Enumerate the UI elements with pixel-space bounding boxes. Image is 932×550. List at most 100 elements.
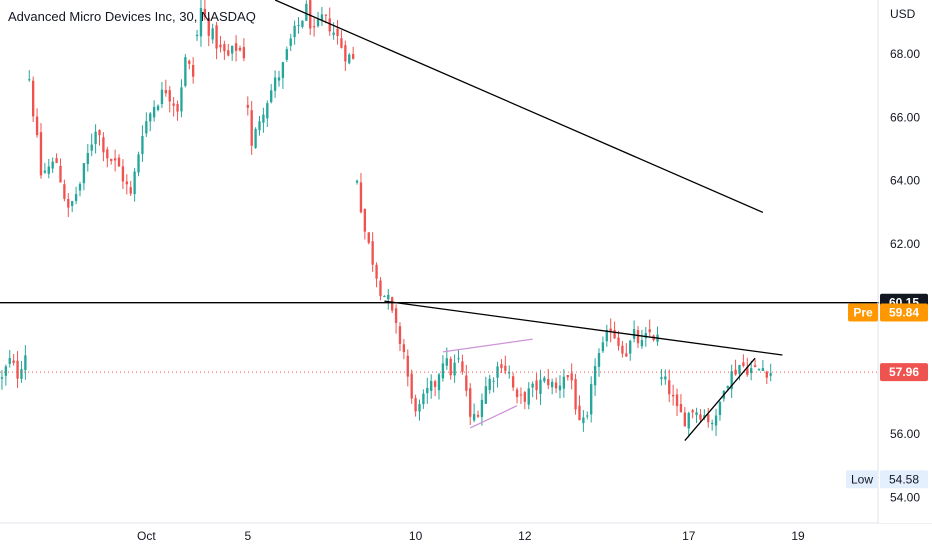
candle-body xyxy=(492,380,495,382)
candle-body xyxy=(765,371,768,378)
candle-body xyxy=(394,308,398,323)
trend-line[interactable] xyxy=(274,0,764,213)
candle xyxy=(227,43,230,57)
candle xyxy=(539,369,542,405)
candle xyxy=(543,375,546,384)
candle xyxy=(398,322,402,352)
trend-line[interactable] xyxy=(384,300,783,356)
candle xyxy=(211,23,214,44)
candle-body xyxy=(309,0,312,29)
candle-body xyxy=(433,381,437,387)
candle-body xyxy=(4,366,8,376)
candle xyxy=(312,18,316,37)
candle xyxy=(660,369,663,386)
candle-body xyxy=(137,154,140,173)
candle-body xyxy=(277,77,281,81)
candle-body xyxy=(74,194,78,201)
candle xyxy=(488,374,491,394)
candle xyxy=(480,393,484,426)
candle-body xyxy=(472,413,476,421)
candle-body xyxy=(742,362,745,366)
candle xyxy=(621,340,624,358)
candle-body xyxy=(718,401,722,415)
candle-body xyxy=(281,62,285,78)
price-badges: 60.15 Pre 59.84 57.96 Low 54.58 xyxy=(846,293,928,489)
pattern-line[interactable] xyxy=(469,405,518,429)
candle-body xyxy=(160,89,164,105)
candle-body xyxy=(152,107,156,118)
candle-body xyxy=(430,380,433,391)
candle xyxy=(199,0,203,47)
last-price-badge: 57.96 xyxy=(880,363,928,382)
candle xyxy=(285,46,288,63)
candle xyxy=(664,369,667,385)
candle xyxy=(605,324,608,347)
candle-body xyxy=(168,90,171,102)
candle-body xyxy=(207,17,210,36)
candle xyxy=(391,296,394,314)
price-tick-label: 54.00 xyxy=(890,491,920,505)
candle-body xyxy=(441,363,445,379)
drawings-layer[interactable] xyxy=(0,0,880,442)
time-axis[interactable] xyxy=(0,524,932,550)
candle-body xyxy=(43,170,47,173)
candle xyxy=(137,151,140,177)
candle xyxy=(67,193,70,217)
candle-body xyxy=(402,344,406,353)
candle-body xyxy=(664,376,667,380)
candle-body xyxy=(254,128,257,148)
candle-body xyxy=(180,87,183,112)
candle-body xyxy=(86,152,89,164)
price-axis[interactable] xyxy=(879,0,932,523)
candle xyxy=(20,360,23,383)
candle xyxy=(344,40,347,71)
candle xyxy=(550,378,554,395)
candle-body xyxy=(51,161,54,169)
candle-body xyxy=(351,54,355,59)
candle xyxy=(223,40,226,60)
candle-body xyxy=(47,166,50,174)
candle xyxy=(238,45,242,52)
candle-body xyxy=(601,342,605,352)
low-badge: Low 54.58 xyxy=(846,470,928,489)
candle xyxy=(266,100,269,127)
time-tick-label: 17 xyxy=(682,529,696,543)
candle xyxy=(106,146,109,168)
candle xyxy=(47,158,50,179)
candle-body xyxy=(172,103,175,106)
candle-body xyxy=(679,404,683,413)
candle-body xyxy=(133,171,136,195)
candle-body xyxy=(129,187,132,194)
candle xyxy=(750,360,753,381)
candle xyxy=(535,373,538,400)
candle-body xyxy=(16,360,19,379)
candle xyxy=(262,107,265,133)
candle xyxy=(281,61,285,89)
time-tick-label: Oct xyxy=(137,529,156,543)
candle-body xyxy=(78,184,82,191)
candle xyxy=(457,349,460,363)
candle-body xyxy=(675,394,679,407)
candle xyxy=(371,232,374,272)
candle xyxy=(593,358,597,396)
candle-body xyxy=(273,77,277,91)
time-tick-label: 19 xyxy=(791,529,805,543)
candle-body xyxy=(98,130,101,136)
pattern-line[interactable] xyxy=(442,338,533,353)
candle-body xyxy=(270,90,273,103)
candle xyxy=(714,408,718,436)
candle xyxy=(609,318,612,343)
candle-body xyxy=(258,121,261,131)
premarket-badge-label: Pre xyxy=(853,306,873,320)
candle-body xyxy=(570,373,573,381)
candle xyxy=(699,409,702,423)
candle-body xyxy=(496,366,499,378)
candle-body xyxy=(753,365,757,367)
candle-body xyxy=(340,38,343,48)
candle xyxy=(55,153,58,164)
candle-body xyxy=(203,8,207,18)
trend-line[interactable] xyxy=(684,357,756,442)
candle xyxy=(28,70,31,82)
